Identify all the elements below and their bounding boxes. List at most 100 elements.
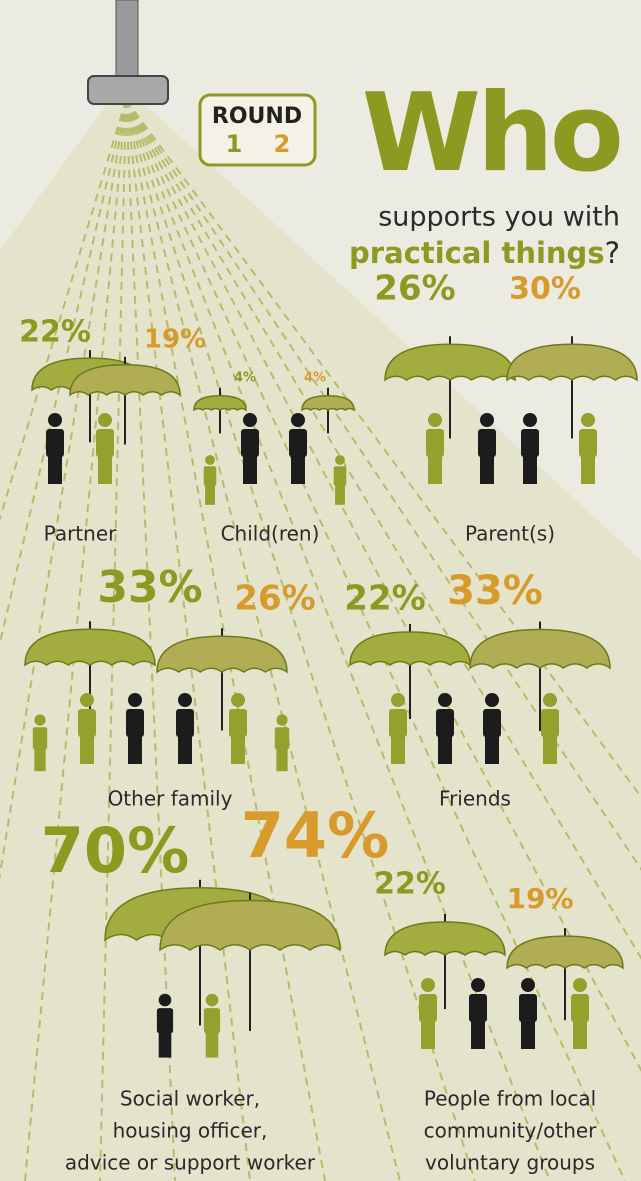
person-head xyxy=(480,413,494,427)
person-body xyxy=(426,429,444,457)
person-body xyxy=(389,709,407,737)
round-2-share: 30% xyxy=(509,272,581,307)
title: Who xyxy=(362,71,620,196)
person-body xyxy=(571,994,589,1022)
subtitle: supports you with xyxy=(378,202,620,233)
round-1: 1 xyxy=(226,130,243,158)
person-head xyxy=(159,994,172,1007)
person-head xyxy=(48,413,62,427)
person-body xyxy=(469,994,487,1022)
person-legs xyxy=(243,456,257,484)
person-head xyxy=(231,693,245,707)
person-body xyxy=(519,994,537,1022)
highlight-line: practical things? xyxy=(349,236,620,270)
group-label: Friends xyxy=(439,787,511,811)
person-legs xyxy=(391,736,405,764)
round-1-share: 70% xyxy=(41,814,189,887)
person-body xyxy=(78,709,96,737)
person-legs xyxy=(178,736,192,764)
group-label: Other family xyxy=(108,787,233,811)
round-2-share: 19% xyxy=(144,325,206,355)
person-body xyxy=(419,994,437,1022)
person-head xyxy=(521,978,535,992)
round-1-share: 4% xyxy=(234,371,256,386)
person-legs xyxy=(471,1021,485,1049)
round-2-share: 19% xyxy=(506,882,573,915)
group-label: Child(ren) xyxy=(221,522,320,546)
round-2-share: 26% xyxy=(234,579,315,619)
person-head xyxy=(206,994,219,1007)
person-legs xyxy=(128,736,142,764)
umbrella xyxy=(194,396,246,410)
person-head xyxy=(34,714,45,725)
umbrella xyxy=(302,396,354,410)
person-head xyxy=(335,455,345,465)
person-body xyxy=(33,727,47,749)
person-head xyxy=(523,413,537,427)
person-head xyxy=(485,693,499,707)
group-label: housing officer, xyxy=(113,1119,268,1143)
person-body xyxy=(541,709,559,737)
person-body xyxy=(579,429,597,457)
person-body xyxy=(436,709,454,737)
person-head xyxy=(428,413,442,427)
person-body xyxy=(289,429,307,457)
person-legs xyxy=(421,1021,435,1049)
person-head xyxy=(573,978,587,992)
round-1-share: 22% xyxy=(344,579,425,619)
person-legs xyxy=(573,1021,587,1049)
person-body xyxy=(229,709,247,737)
person-legs xyxy=(485,736,499,764)
round-1-share: 22% xyxy=(19,315,91,350)
person-body xyxy=(126,709,144,737)
round-2-share: 74% xyxy=(241,799,389,872)
person-legs xyxy=(276,749,287,771)
person-head xyxy=(80,693,94,707)
person-body xyxy=(46,429,64,457)
person-legs xyxy=(438,736,452,764)
group-label: Social worker, xyxy=(120,1087,260,1111)
person-legs xyxy=(48,456,62,484)
person-legs xyxy=(205,485,215,505)
person-body xyxy=(204,466,217,486)
person-head xyxy=(98,413,112,427)
person-legs xyxy=(523,456,537,484)
person-head xyxy=(128,693,142,707)
highlight: practical things xyxy=(349,236,605,270)
round-1-share: 22% xyxy=(374,867,446,902)
person-head xyxy=(438,693,452,707)
question-mark: ? xyxy=(605,236,620,270)
person-legs xyxy=(34,749,45,771)
person-body xyxy=(176,709,194,737)
person-legs xyxy=(335,485,345,505)
person-legs xyxy=(206,1032,219,1057)
person-head xyxy=(421,978,435,992)
person-legs xyxy=(80,736,94,764)
person-body xyxy=(157,1008,173,1033)
round-label: ROUND xyxy=(212,104,302,129)
sprinkler-head xyxy=(88,76,168,104)
round-1-share: 33% xyxy=(97,562,202,613)
person-legs xyxy=(543,736,557,764)
person-head xyxy=(291,413,305,427)
person-body xyxy=(478,429,496,457)
person-head xyxy=(178,693,192,707)
person-body xyxy=(96,429,114,457)
person-legs xyxy=(480,456,494,484)
round-1-share: 26% xyxy=(374,269,455,309)
person-legs xyxy=(521,1021,535,1049)
person-legs xyxy=(291,456,305,484)
round-2-share: 33% xyxy=(447,568,543,614)
group-label: Partner xyxy=(44,522,117,546)
person-body xyxy=(204,1008,220,1033)
person-legs xyxy=(581,456,595,484)
pipe xyxy=(116,0,138,80)
person-head xyxy=(581,413,595,427)
group-label: voluntary groups xyxy=(425,1151,595,1175)
group-label: People from local xyxy=(424,1087,596,1111)
person-body xyxy=(334,466,347,486)
person-head xyxy=(543,693,557,707)
person-head xyxy=(243,413,257,427)
person-legs xyxy=(98,456,112,484)
group-label: community/other xyxy=(424,1119,598,1143)
